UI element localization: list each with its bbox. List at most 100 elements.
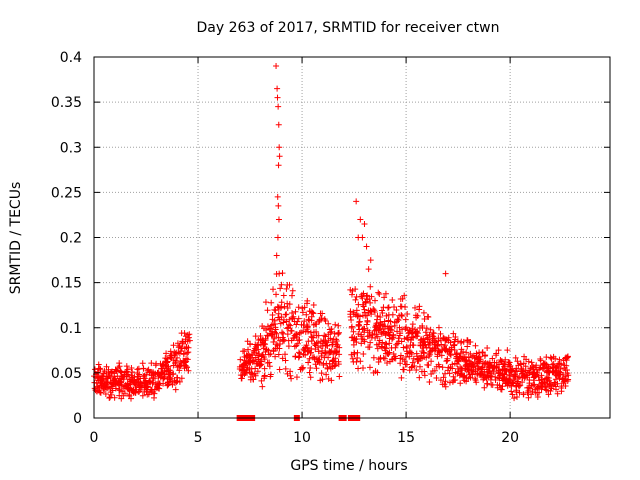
data-point bbox=[325, 320, 332, 327]
data-point bbox=[406, 353, 413, 360]
data-point bbox=[349, 355, 356, 362]
data-point bbox=[416, 303, 423, 310]
data-point bbox=[447, 339, 454, 346]
data-point bbox=[107, 369, 114, 376]
data-point bbox=[278, 299, 285, 306]
data-point bbox=[303, 311, 310, 318]
x-tick-label: 20 bbox=[501, 430, 519, 446]
data-point bbox=[425, 353, 432, 360]
data-point bbox=[332, 321, 339, 328]
data-point bbox=[332, 362, 339, 369]
data-point bbox=[336, 373, 343, 380]
data-point bbox=[467, 339, 474, 345]
data-point bbox=[420, 309, 427, 316]
data-point bbox=[276, 270, 283, 277]
data-point bbox=[310, 310, 317, 317]
data-point bbox=[318, 353, 325, 360]
data-point bbox=[393, 341, 400, 348]
data-point bbox=[303, 342, 310, 349]
data-point bbox=[125, 371, 132, 378]
data-point bbox=[347, 313, 354, 320]
axis-ticks: 0 5 10 15 20 0 0.05 0.1 0.15 0.2 0.25 0.3 0.35 0.4 bbox=[51, 50, 610, 446]
data-point bbox=[275, 351, 282, 358]
data-point bbox=[460, 338, 467, 345]
data-point bbox=[330, 351, 337, 358]
data-point bbox=[245, 346, 252, 353]
data-point bbox=[136, 371, 143, 378]
data-point bbox=[384, 304, 391, 311]
data-point bbox=[305, 359, 312, 366]
data-point bbox=[422, 341, 429, 348]
data-point bbox=[508, 388, 515, 395]
data-point bbox=[353, 307, 360, 314]
data-point bbox=[278, 281, 285, 288]
x-tick-label: 10 bbox=[293, 430, 311, 446]
data-point bbox=[139, 392, 146, 399]
data-point bbox=[307, 365, 314, 372]
data-point bbox=[451, 346, 458, 353]
data-point bbox=[258, 361, 265, 368]
data-point bbox=[371, 308, 378, 315]
data-point bbox=[128, 395, 135, 402]
data-point bbox=[536, 389, 543, 396]
data-point bbox=[398, 311, 405, 318]
data-point bbox=[409, 334, 416, 341]
data-point bbox=[177, 363, 184, 370]
data-point bbox=[374, 345, 381, 352]
data-point bbox=[258, 377, 265, 384]
data-point bbox=[284, 325, 291, 332]
data-point bbox=[164, 358, 171, 365]
data-point bbox=[442, 270, 449, 277]
data-point bbox=[552, 376, 559, 383]
data-point bbox=[546, 369, 553, 376]
data-point bbox=[363, 293, 370, 300]
data-point bbox=[184, 331, 191, 338]
data-point bbox=[376, 325, 383, 332]
data-point bbox=[364, 318, 371, 325]
data-point bbox=[275, 103, 282, 110]
data-point bbox=[517, 361, 524, 368]
data-point bbox=[446, 379, 453, 386]
data-point bbox=[283, 311, 290, 318]
data-point bbox=[324, 342, 331, 349]
data-point bbox=[275, 202, 282, 209]
data-point bbox=[358, 333, 365, 340]
data-point bbox=[434, 342, 441, 349]
y-tick-label: 0.3 bbox=[60, 140, 82, 156]
data-point bbox=[444, 355, 451, 362]
y-tick-label: 0.15 bbox=[51, 276, 82, 292]
data-point bbox=[304, 344, 311, 351]
data-point bbox=[91, 366, 98, 373]
data-point bbox=[318, 370, 325, 377]
data-point bbox=[475, 365, 482, 372]
data-point bbox=[357, 358, 364, 365]
data-point bbox=[116, 363, 123, 370]
data-point bbox=[328, 377, 335, 384]
data-point bbox=[278, 314, 285, 321]
data-point bbox=[513, 368, 520, 375]
data-point bbox=[490, 368, 497, 375]
data-point bbox=[367, 299, 374, 306]
data-point bbox=[381, 294, 388, 301]
data-point bbox=[259, 383, 266, 390]
data-point bbox=[94, 388, 101, 395]
data-point bbox=[564, 353, 571, 360]
data-point bbox=[352, 286, 359, 293]
data-point bbox=[121, 390, 128, 397]
data-point bbox=[296, 350, 303, 357]
data-point bbox=[97, 389, 104, 396]
data-point bbox=[356, 313, 363, 320]
data-point bbox=[476, 353, 483, 360]
data-point bbox=[261, 365, 268, 372]
data-point bbox=[421, 372, 428, 379]
data-point bbox=[313, 340, 320, 347]
data-point bbox=[348, 291, 355, 298]
data-point bbox=[547, 354, 554, 361]
data-point bbox=[465, 354, 472, 361]
data-point bbox=[528, 359, 535, 366]
data-point bbox=[380, 304, 387, 311]
data-point bbox=[387, 318, 394, 325]
data-point bbox=[336, 344, 343, 351]
data-point bbox=[380, 354, 387, 361]
data-point bbox=[280, 319, 287, 326]
